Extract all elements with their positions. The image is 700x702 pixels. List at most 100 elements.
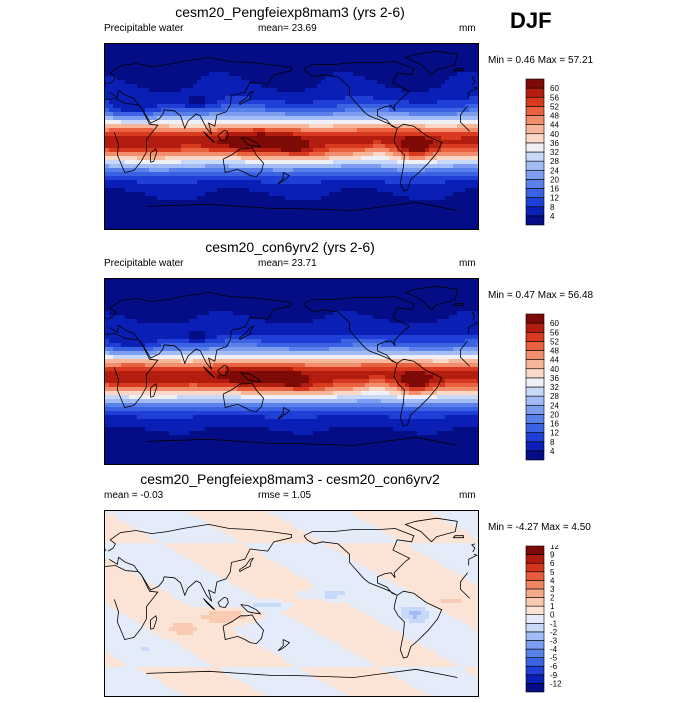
- field-cell: [213, 100, 218, 105]
- field-cell: [365, 80, 370, 85]
- field-cell: [249, 148, 254, 153]
- field-cell: [333, 172, 338, 177]
- field-cell: [265, 295, 270, 300]
- field-cell: [237, 220, 242, 225]
- field-cell: [273, 176, 278, 181]
- field-cell: [281, 140, 286, 145]
- field-cell: [225, 196, 230, 201]
- field-cell: [437, 108, 442, 113]
- field-cell: [241, 152, 246, 157]
- field-cell: [281, 44, 286, 49]
- field-cell: [109, 68, 114, 73]
- field-cell: [341, 176, 346, 181]
- colorbar-swatch: [525, 160, 545, 171]
- field-cell: [125, 64, 130, 69]
- field-cell: [445, 148, 450, 153]
- field-cell: [165, 140, 170, 145]
- field-cell: [121, 283, 126, 288]
- field-cell: [229, 56, 234, 61]
- field-cell: [477, 148, 478, 153]
- field-cell: [265, 299, 270, 304]
- field-cell: [437, 228, 442, 229]
- field-cell: [277, 192, 282, 197]
- field-cell: [449, 48, 454, 53]
- field-cell: [233, 72, 238, 77]
- field-cell: [157, 92, 162, 97]
- field-cell: [365, 140, 370, 145]
- field-cell: [369, 287, 374, 292]
- field-cell: [257, 60, 262, 65]
- field-cell: [401, 176, 406, 181]
- field-cell: [113, 200, 118, 205]
- field-cell: [261, 172, 266, 177]
- field-cell: [405, 84, 410, 89]
- field-cell: [113, 287, 118, 292]
- field-cell: [113, 204, 118, 209]
- field-cell: [189, 52, 194, 57]
- field-cell: [309, 64, 314, 69]
- field-cell: [453, 196, 458, 201]
- field-cell: [309, 52, 314, 57]
- field-cell: [409, 295, 414, 300]
- field-cell: [381, 64, 386, 69]
- field-cell: [125, 160, 130, 165]
- field-cell: [137, 200, 142, 205]
- field-cell: [425, 216, 430, 221]
- field-cell: [457, 52, 462, 57]
- field-cell: [385, 148, 390, 153]
- field-cell: [265, 228, 270, 229]
- field-cell: [369, 68, 374, 73]
- field-cell: [293, 156, 298, 161]
- field-cell: [469, 172, 474, 177]
- field-cell: [369, 164, 374, 169]
- field-cell: [277, 144, 282, 149]
- field-cell: [193, 228, 198, 229]
- field-cell: [233, 44, 238, 49]
- field-cell: [373, 168, 378, 173]
- field-cell: [333, 44, 338, 49]
- field-cell: [337, 48, 342, 53]
- field-cell: [249, 48, 254, 53]
- field-cell: [377, 120, 382, 125]
- field-cell: [305, 180, 310, 185]
- field-cell: [309, 152, 314, 157]
- field-cell: [445, 220, 450, 225]
- field-cell: [341, 279, 346, 284]
- field-cell: [313, 148, 318, 153]
- field-cell: [465, 44, 470, 49]
- field-cell: [301, 148, 306, 153]
- field-cell: [225, 160, 230, 165]
- field-cell: [385, 184, 390, 189]
- field-cell: [213, 152, 218, 157]
- field-cell: [233, 108, 238, 113]
- field-cell: [401, 172, 406, 177]
- field-cell: [157, 52, 162, 57]
- field-cell: [469, 220, 474, 225]
- field-cell: [265, 104, 270, 109]
- field-cell: [441, 184, 446, 189]
- field-cell: [409, 224, 414, 229]
- field-cell: [105, 96, 110, 101]
- field-cell: [293, 196, 298, 201]
- field-cell: [229, 108, 234, 113]
- field-cell: [369, 144, 374, 149]
- field-cell: [301, 80, 306, 85]
- field-cell: [277, 160, 282, 165]
- field-cell: [145, 76, 150, 81]
- field-cell: [181, 180, 186, 185]
- field-cell: [365, 108, 370, 113]
- field-cell: [233, 148, 238, 153]
- field-cell: [405, 116, 410, 121]
- field-cell: [225, 291, 230, 296]
- field-cell: [417, 132, 422, 137]
- field-cell: [433, 132, 438, 137]
- field-cell: [389, 60, 394, 65]
- field-cell: [221, 172, 226, 177]
- field-cell: [133, 176, 138, 181]
- field-cell: [309, 112, 314, 117]
- field-cell: [341, 188, 346, 193]
- field-cell: [405, 96, 410, 101]
- field-cell: [361, 160, 366, 165]
- field-cell: [133, 212, 138, 217]
- field-cell: [449, 279, 454, 284]
